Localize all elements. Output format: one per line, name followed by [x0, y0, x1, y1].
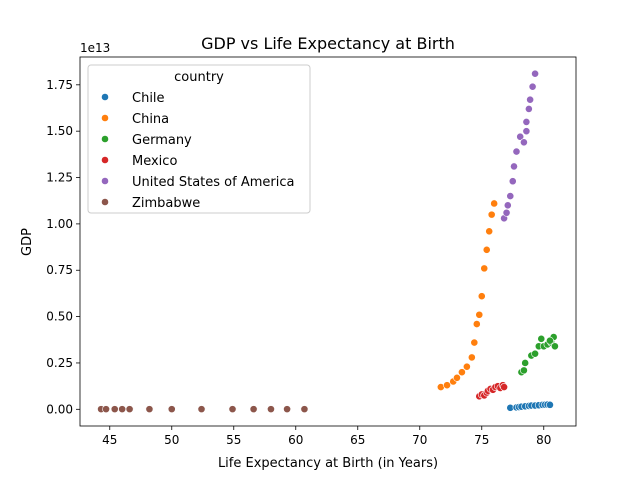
y-tick-label: 1.50: [46, 124, 73, 138]
legend-label-zimbabwe: Zimbabwe: [132, 196, 200, 211]
y-tick-label: 0.00: [46, 402, 73, 416]
x-tick-label: 60: [288, 433, 303, 447]
data-point-united-states-of-america: [512, 147, 521, 156]
legend-label-mexico: Mexico: [132, 154, 177, 169]
legend-title: country: [174, 70, 224, 85]
data-point-china: [472, 320, 481, 328]
data-point-china: [477, 292, 486, 301]
data-point-chile: [546, 400, 554, 409]
y-tick-label: 0.50: [46, 310, 73, 324]
data-point-germany: [551, 342, 559, 351]
y-axis: 0.00 0.25 0.50 0.75 1.00 1.25 1.50 1.75: [46, 78, 80, 416]
legend-marker-mexico: [101, 156, 109, 164]
x-axis-label: Life Expectancy at Birth (in Years): [218, 456, 438, 471]
x-tick-label: 65: [350, 433, 365, 447]
data-point-zimbabwe: [197, 405, 206, 414]
data-point-zimbabwe: [228, 405, 237, 414]
data-point-united-states-of-america: [526, 95, 535, 104]
series-germany: [517, 333, 559, 377]
series-united-states-of-america: [500, 69, 539, 223]
y-tick-label: 1.00: [46, 217, 73, 231]
data-point-china: [470, 338, 479, 347]
legend-box: [87, 64, 311, 214]
legend-label-germany: Germany: [132, 133, 192, 148]
legend-label-china: China: [132, 112, 169, 127]
x-tick-label: 75: [474, 433, 489, 447]
data-point-china: [487, 210, 496, 219]
data-point-germany: [521, 359, 530, 367]
data-point-united-states-of-america: [503, 201, 512, 210]
data-point-united-states-of-america: [531, 69, 539, 78]
data-point-germany: [537, 334, 546, 343]
series-china: [436, 199, 499, 391]
data-point-china: [458, 368, 466, 377]
legend-label-chile: Chile: [132, 91, 165, 106]
data-point-germany: [531, 349, 539, 358]
data-point-germany: [546, 336, 554, 345]
x-tick-label: 55: [226, 433, 241, 447]
data-point-china: [467, 353, 476, 362]
legend-label-united-states-of-america: United States of America: [132, 175, 294, 190]
series-chile: [506, 400, 554, 412]
data-point-zimbabwe: [102, 405, 110, 414]
x-axis: 45 50 55 60 65 70 75 80: [102, 426, 551, 447]
data-point-united-states-of-america: [528, 82, 537, 91]
data-point-zimbabwe: [283, 405, 291, 414]
data-point-zimbabwe: [300, 405, 309, 414]
data-point-zimbabwe: [267, 405, 275, 414]
y-tick-label: 1.25: [46, 171, 73, 185]
plot-area: [79, 56, 577, 427]
y-tick-label: 1.75: [46, 78, 73, 92]
x-tick-label: 50: [164, 433, 179, 447]
data-point-china: [443, 381, 451, 390]
y-offset-label: 1e13: [80, 41, 110, 55]
y-axis-label: GDP: [20, 228, 35, 256]
data-point-united-states-of-america: [502, 208, 511, 217]
data-point-china: [453, 373, 461, 382]
legend: country Chile China Germany Mexico United Sta…: [87, 64, 311, 214]
x-tick-label: 70: [412, 433, 427, 447]
y-tick-label: 0.75: [46, 263, 73, 277]
data-point-china: [462, 362, 471, 371]
data-point-china: [480, 264, 489, 273]
data-point-united-states-of-america: [508, 177, 517, 186]
legend-marker-germany: [101, 135, 109, 143]
data-point-zimbabwe: [145, 405, 154, 414]
data-point-united-states-of-america: [516, 132, 525, 141]
data-point-zimbabwe: [167, 405, 176, 414]
plot-frame: [79, 56, 577, 427]
data-point-china: [485, 227, 494, 236]
data-point-united-states-of-america: [510, 162, 518, 171]
legend-marker-united-states-of-america: [101, 177, 109, 185]
data-point-zimbabwe: [110, 405, 119, 414]
legend-marker-zimbabwe: [101, 198, 109, 206]
data-point-china: [482, 245, 491, 254]
data-point-united-states-of-america: [522, 117, 531, 126]
legend-marker-chile: [101, 93, 109, 101]
y-tick-label: 0.25: [46, 356, 73, 370]
data-point-mexico: [500, 383, 508, 391]
data-point-zimbabwe: [118, 405, 127, 414]
series-mexico: [475, 381, 508, 401]
data-point-zimbabwe: [249, 405, 258, 414]
data-point-zimbabwe: [125, 405, 134, 414]
data-point-germany: [520, 366, 528, 375]
data-point-united-states-of-america: [522, 127, 531, 136]
legend-marker-china: [101, 114, 109, 122]
chart-title: GDP vs Life Expectancy at Birth: [201, 34, 455, 53]
data-point-united-states-of-america: [520, 138, 528, 147]
data-point-united-states-of-america: [506, 192, 515, 200]
data-point-china: [490, 199, 499, 208]
data-point-china: [475, 310, 484, 319]
x-tick-label: 80: [536, 433, 551, 447]
x-tick-label: 45: [102, 433, 117, 447]
data-point-united-states-of-america: [524, 105, 533, 113]
series-zimbabwe: [97, 405, 309, 414]
